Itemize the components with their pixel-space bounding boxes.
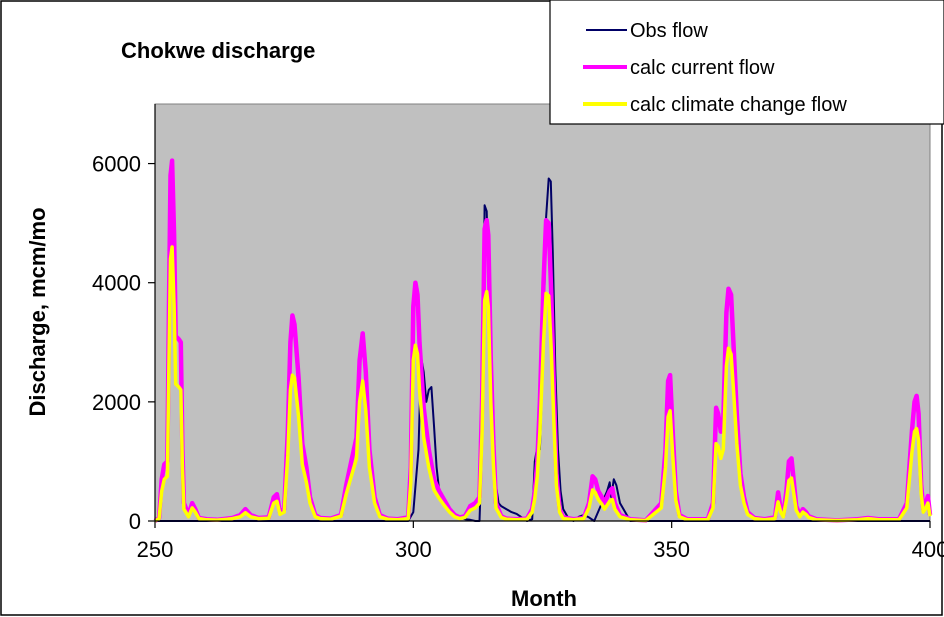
series-line-calc-climate-change-flow [154, 245, 932, 523]
x-axis-label: Month [511, 586, 577, 611]
legend-label-obs-flow: Obs flow [630, 20, 708, 42]
series-line-obs-flow [155, 177, 930, 522]
series-layer [153, 158, 933, 523]
y-tick-label: 4000 [92, 271, 141, 296]
y-tick-label: 6000 [92, 152, 141, 177]
y-axis-label: Discharge, mcm/mo [25, 207, 50, 416]
chart-title: Chokwe discharge [121, 38, 315, 63]
y-tick-label: 2000 [92, 390, 141, 415]
x-tick-label: 350 [653, 537, 690, 562]
x-tick-label: 400 [912, 537, 944, 562]
legend-label-calc-climate-change-flow: calc climate change flow [630, 94, 847, 116]
ticks-layer: 0 2000 4000 6000 250 300 350 400 [92, 152, 944, 562]
legend-label-calc-current-flow: calc current flow [630, 57, 775, 79]
x-tick-label: 250 [137, 537, 174, 562]
legend: Obs flow calc current flow calc climate … [549, 0, 944, 125]
x-tick-label: 300 [395, 537, 432, 562]
y-tick-label: 0 [129, 509, 141, 534]
